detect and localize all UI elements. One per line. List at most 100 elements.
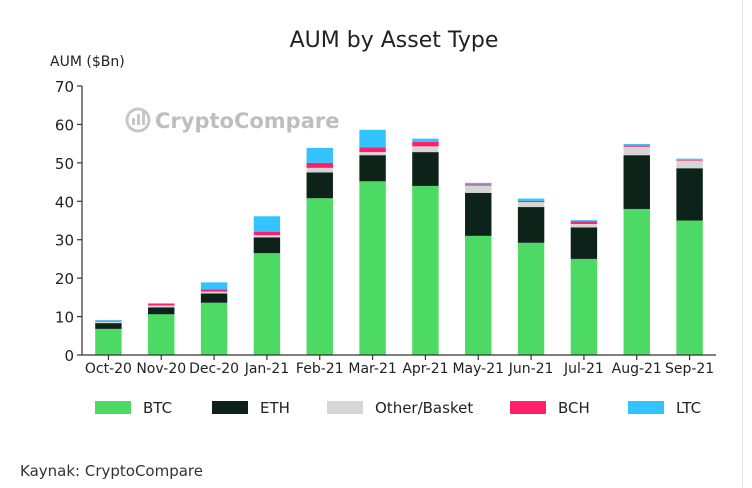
x-tick-label: Jul-21 — [563, 361, 604, 377]
x-tick-label: Nov-20 — [136, 361, 186, 377]
bar-bch-dec-20 — [200, 289, 228, 292]
bar-ltc-sep-21 — [676, 158, 703, 160]
bar-eth-dec-20 — [200, 293, 228, 303]
legend-swatch — [95, 401, 131, 414]
legend-label: LTC — [676, 399, 701, 417]
bar-other-basket-sep-21 — [676, 160, 703, 169]
bar-other-basket-may-21 — [465, 185, 492, 193]
bar-bch-oct-20 — [95, 320, 122, 322]
bar-eth-apr-21 — [412, 152, 439, 186]
bar-ltc-jun-21 — [517, 198, 545, 201]
bar-eth-oct-20 — [95, 323, 122, 329]
bar-ltc-mar-21 — [359, 129, 386, 148]
bar-other-basket-apr-21 — [412, 146, 439, 153]
y-tick-label: 30 — [55, 232, 74, 250]
x-tick-label: Sep-21 — [665, 361, 714, 377]
x-tick-label: Mar-21 — [348, 361, 396, 377]
bar-btc-nov-20 — [148, 314, 175, 355]
stacked-bar-chart: AUM by Asset Type AUM ($Bn) CryptoCompar… — [50, 28, 716, 417]
bar-bch-nov-20 — [148, 303, 175, 306]
y-tick-label: 0 — [64, 347, 74, 365]
bar-bch-jan-21 — [253, 231, 281, 236]
y-tick-label: 70 — [55, 78, 74, 96]
bar-bch-may-21 — [465, 184, 492, 186]
x-tick-label: Dec-20 — [189, 361, 239, 377]
bar-ltc-aug-21 — [623, 144, 650, 146]
x-tick-label: May-21 — [452, 361, 504, 377]
bar-ltc-dec-20 — [200, 282, 228, 290]
bar-bch-sep-21 — [676, 159, 703, 161]
legend-label: BTC — [143, 399, 172, 417]
y-tick-label: 20 — [55, 270, 74, 288]
bar-other-basket-jun-21 — [517, 202, 545, 208]
bar-ltc-nov-20 — [148, 303, 175, 304]
y-tick-label: 10 — [55, 309, 74, 327]
bar-other-basket-jan-21 — [253, 235, 281, 238]
bar-bch-apr-21 — [412, 141, 439, 147]
bar-ltc-jul-21 — [570, 220, 598, 222]
legend-swatch — [327, 401, 363, 414]
x-tick-label: Apr-21 — [402, 361, 448, 377]
legend: BTC ETH Other/Basket BCH LTC — [95, 399, 701, 417]
bar-bch-feb-21 — [306, 162, 333, 168]
y-tick-label: 60 — [55, 116, 74, 134]
watermark-brand-text: CryptoCompare — [155, 109, 339, 133]
bar-eth-may-21 — [465, 192, 492, 236]
bar-ltc-may-21 — [465, 182, 492, 185]
panel-divider — [742, 0, 743, 488]
y-tick-label: 50 — [55, 155, 74, 173]
x-tick-label: Oct-20 — [85, 361, 132, 377]
bar-btc-jun-21 — [517, 242, 545, 355]
x-tick-label: Jun-21 — [508, 361, 554, 377]
x-tick-label: Aug-21 — [612, 361, 662, 377]
bar-other-basket-nov-20 — [148, 305, 175, 308]
x-axis: Oct-20 Nov-20 Dec-20 Jan-21 Feb-21 Mar-21 Apr-… — [82, 354, 716, 377]
bar-btc-oct-20 — [95, 328, 122, 355]
bar-ltc-apr-21 — [412, 138, 439, 142]
cryptocompare-logo-icon — [125, 107, 151, 133]
bar-ltc-jan-21 — [253, 216, 281, 232]
bar-btc-feb-21 — [306, 198, 333, 355]
bar-btc-aug-21 — [623, 208, 650, 355]
legend-swatch — [212, 401, 248, 414]
bar-other-basket-oct-20 — [95, 321, 122, 324]
bar-btc-may-21 — [465, 235, 492, 355]
legend-swatch — [510, 401, 546, 414]
bar-ltc-feb-21 — [306, 147, 333, 163]
bars-group — [95, 129, 703, 355]
bar-eth-jun-21 — [517, 207, 545, 243]
bar-other-basket-feb-21 — [306, 167, 333, 173]
bar-eth-aug-21 — [623, 155, 650, 209]
bar-eth-jul-21 — [570, 227, 598, 259]
bar-btc-jul-21 — [570, 258, 598, 355]
x-tick-label: Jan-21 — [244, 361, 289, 377]
bar-btc-sep-21 — [676, 220, 703, 355]
chart-title: AUM by Asset Type — [290, 28, 499, 53]
bar-other-basket-aug-21 — [623, 146, 650, 156]
y-axis: 0 10 20 30 40 50 60 70 — [55, 78, 83, 365]
bar-bch-mar-21 — [359, 147, 386, 153]
cryptocompare-watermark: CryptoCompare — [125, 107, 339, 133]
bar-btc-dec-20 — [200, 302, 228, 355]
chart-panel: AUM by Asset Type AUM ($Bn) CryptoCompar… — [50, 28, 716, 417]
legend-label: ETH — [260, 399, 290, 417]
bar-bch-jun-21 — [517, 200, 545, 203]
bar-eth-jan-21 — [253, 237, 281, 254]
bar-other-basket-mar-21 — [359, 152, 386, 156]
legend-label: BCH — [558, 399, 590, 417]
x-tick-label: Feb-21 — [296, 361, 344, 377]
legend-swatch — [628, 401, 664, 414]
bar-bch-jul-21 — [570, 221, 598, 224]
bar-bch-aug-21 — [623, 145, 650, 147]
y-axis-label: AUM ($Bn) — [50, 54, 125, 70]
bar-eth-nov-20 — [148, 307, 175, 315]
bar-ltc-oct-20 — [95, 320, 122, 321]
bar-btc-mar-21 — [359, 181, 386, 355]
bar-btc-jan-21 — [253, 253, 281, 355]
bar-eth-mar-21 — [359, 155, 386, 182]
bar-other-basket-dec-20 — [200, 291, 228, 294]
y-tick-label: 40 — [55, 193, 74, 211]
legend-label: Other/Basket — [375, 399, 473, 417]
bar-btc-apr-21 — [412, 185, 439, 355]
source-caption: Kaynak: CryptoCompare — [20, 462, 203, 480]
